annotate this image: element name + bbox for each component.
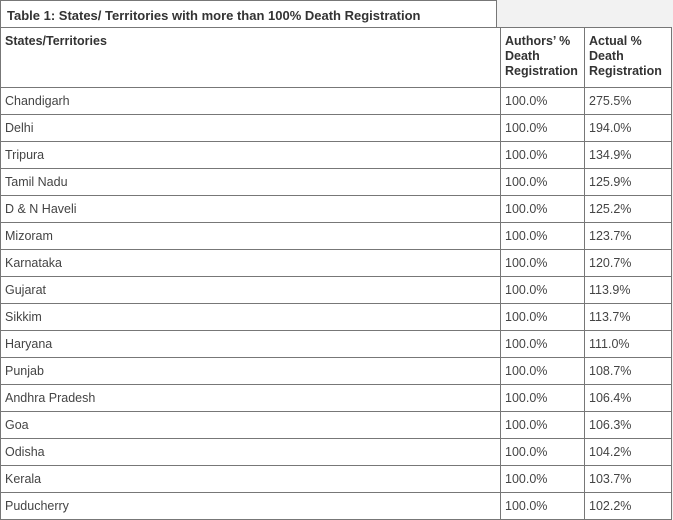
table-cell: Karnataka: [0, 249, 501, 277]
table-cell: 100.0%: [500, 384, 585, 412]
table-cell: 103.7%: [584, 465, 672, 493]
table-row: D & N Haveli 100.0% 125.2%: [0, 195, 672, 223]
table-cell: Tripura: [0, 141, 501, 169]
table-cell: 100.0%: [500, 492, 585, 520]
table-row: Mizoram 100.0% 123.7%: [0, 222, 672, 250]
table-cell: 100.0%: [500, 330, 585, 358]
table-cell: 120.7%: [584, 249, 672, 277]
table-row: Odisha 100.0% 104.2%: [0, 438, 672, 466]
header-row: States/Territories Authors’ % Death Regis…: [0, 27, 672, 88]
table-cell: 108.7%: [584, 357, 672, 385]
table-cell: 104.2%: [584, 438, 672, 466]
table-row: Kerala 100.0% 103.7%: [0, 465, 672, 493]
table-row: Sikkim 100.0% 113.7%: [0, 303, 672, 331]
table-cell: 125.2%: [584, 195, 672, 223]
table-row: Tamil Nadu 100.0% 125.9%: [0, 168, 672, 196]
table-cell: 100.0%: [500, 303, 585, 331]
table-row: Andhra Pradesh 100.0% 106.4%: [0, 384, 672, 412]
table-cell: 100.0%: [500, 168, 585, 196]
table-cell: 106.3%: [584, 411, 672, 439]
table-cell: 125.9%: [584, 168, 672, 196]
table-cell: Gujarat: [0, 276, 501, 304]
table-cell: Goa: [0, 411, 501, 439]
table-title: Table 1: States/ Territories with more t…: [0, 0, 497, 27]
table-cell: 100.0%: [500, 438, 585, 466]
table-cell: 123.7%: [584, 222, 672, 250]
table-cell: Punjab: [0, 357, 501, 385]
table-cell: 134.9%: [584, 141, 672, 169]
table-row: Puducherry 100.0% 102.2%: [0, 492, 672, 520]
table-cell: Mizoram: [0, 222, 501, 250]
table-cell: 100.0%: [500, 141, 585, 169]
table-cell: 100.0%: [500, 465, 585, 493]
table-cell: 106.4%: [584, 384, 672, 412]
table-cell: Andhra Pradesh: [0, 384, 501, 412]
table-cell: 194.0%: [584, 114, 672, 142]
table-row: Delhi 100.0% 194.0%: [0, 114, 672, 142]
table-cell: 113.9%: [584, 276, 672, 304]
header-cell: States/Territories: [0, 27, 501, 88]
table-row: Haryana 100.0% 111.0%: [0, 330, 672, 358]
table-cell: 100.0%: [500, 222, 585, 250]
table-row: Karnataka 100.0% 120.7%: [0, 249, 672, 277]
header-cell: Authors’ % Death Registration: [500, 27, 585, 88]
table-cell: 100.0%: [500, 195, 585, 223]
data-table: States/Territories Authors’ % Death Regis…: [0, 27, 672, 520]
table-cell: 100.0%: [500, 87, 585, 115]
table-cell: 100.0%: [500, 114, 585, 142]
table-cell: Sikkim: [0, 303, 501, 331]
table-cell: 100.0%: [500, 276, 585, 304]
table-row: Gujarat 100.0% 113.9%: [0, 276, 672, 304]
table-cell: Odisha: [0, 438, 501, 466]
table-cell: 111.0%: [584, 330, 672, 358]
table-cell: Tamil Nadu: [0, 168, 501, 196]
table-cell: Delhi: [0, 114, 501, 142]
table-row: Goa 100.0% 106.3%: [0, 411, 672, 439]
table-cell: 100.0%: [500, 411, 585, 439]
table-cell: Haryana: [0, 330, 501, 358]
table-cell: D & N Haveli: [0, 195, 501, 223]
table-cell: Puducherry: [0, 492, 501, 520]
table-cell: 100.0%: [500, 249, 585, 277]
table-row: Tripura 100.0% 134.9%: [0, 141, 672, 169]
table-cell: 100.0%: [500, 357, 585, 385]
table-row: Punjab 100.0% 108.7%: [0, 357, 672, 385]
table-cell: 275.5%: [584, 87, 672, 115]
table-cell: Kerala: [0, 465, 501, 493]
header-cell: Actual % Death Registration: [584, 27, 672, 88]
table-row: Chandigarh 100.0% 275.5%: [0, 87, 672, 115]
table-cell: 102.2%: [584, 492, 672, 520]
table-cell: Chandigarh: [0, 87, 501, 115]
table-cell: 113.7%: [584, 303, 672, 331]
